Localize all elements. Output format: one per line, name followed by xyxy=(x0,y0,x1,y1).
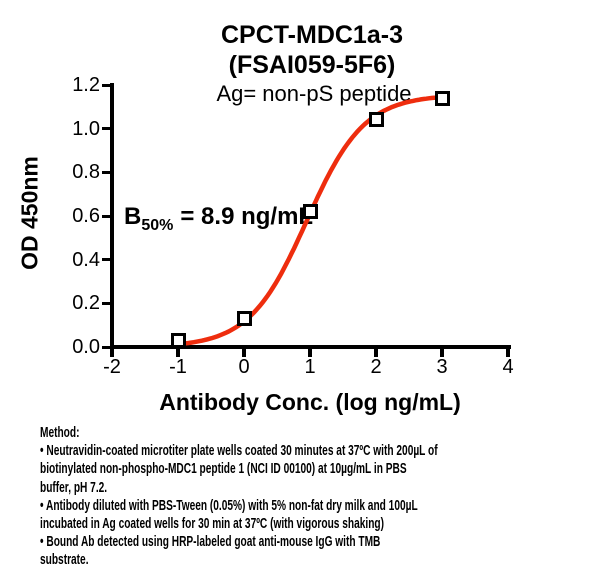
y-axis-label: OD 450nm xyxy=(16,156,43,270)
y-tick xyxy=(102,83,111,87)
data-point-square xyxy=(368,112,384,128)
x-axis-line xyxy=(110,345,511,349)
y-tick-label: 0.8 xyxy=(72,161,100,184)
method-line: incubated in Ag coated wells for 30 min … xyxy=(40,516,384,533)
data-point-square xyxy=(302,204,318,220)
antigen-label: Ag= non-pS peptide xyxy=(216,81,412,106)
y-tick-label: 1.0 xyxy=(72,117,100,140)
method-line: • Bound Ab detected using HRP-labeled go… xyxy=(40,534,381,551)
chart-title: CPCT-MDC1a-3 xyxy=(221,21,403,49)
x-tick-label: -2 xyxy=(103,356,121,378)
x-tick-label: -1 xyxy=(169,356,187,378)
chart-title-block: CPCT-MDC1a-3 (FSAI059-5F6) xyxy=(62,20,562,80)
method-line: Method: xyxy=(40,425,80,441)
b50-value: = 8.9 ng/mL xyxy=(180,203,314,230)
method-text: Method: • Neutravidin-coated microtiter p… xyxy=(40,424,438,570)
method-line: buffer, pH 7.2. xyxy=(40,479,108,496)
y-tick xyxy=(102,301,111,305)
chart-subtitle-clone-id: (FSAI059-5F6) xyxy=(228,51,396,79)
y-tick xyxy=(102,345,111,349)
data-point-square xyxy=(434,90,450,106)
method-line: • Neutravidin-coated microtiter plate we… xyxy=(40,443,438,460)
x-tick-label: 2 xyxy=(370,356,382,378)
x-tick xyxy=(440,349,444,357)
x-tick-label: 1 xyxy=(304,356,316,378)
y-tick xyxy=(102,258,111,262)
x-tick xyxy=(506,349,510,357)
b50-prefix: B xyxy=(124,203,142,230)
x-tick xyxy=(308,349,312,357)
x-tick xyxy=(374,349,378,357)
y-tick-label: 0.0 xyxy=(72,336,100,358)
x-tick xyxy=(110,349,114,357)
method-line: biotinylated non-phospho-MDC1 peptide 1 … xyxy=(40,461,407,478)
y-tick-label: 0.4 xyxy=(72,248,100,271)
x-tick-label: 4 xyxy=(502,356,514,378)
data-point-square xyxy=(170,332,186,348)
y-tick xyxy=(102,170,111,174)
y-tick xyxy=(102,127,111,131)
x-tick-label: 0 xyxy=(238,356,250,378)
x-tick-label: 3 xyxy=(436,356,448,378)
x-axis-label: Antibody Conc. (log ng/mL) xyxy=(159,389,461,415)
y-tick-label: 0.6 xyxy=(72,205,100,227)
data-point-square xyxy=(236,311,252,327)
y-tick-label: 1.2 xyxy=(72,74,100,96)
x-tick xyxy=(242,349,246,357)
y-tick xyxy=(102,214,111,218)
method-line: • Antibody diluted with PBS-Tween (0.05%… xyxy=(40,497,418,514)
y-axis-line xyxy=(110,83,114,349)
b50-annotation: B50% = 8.9 ng/mL xyxy=(124,203,314,234)
method-line: substrate. xyxy=(40,552,89,569)
b50-subscript: 50% xyxy=(141,217,174,234)
y-tick-label: 0.2 xyxy=(72,292,100,315)
x-tick xyxy=(176,349,180,357)
